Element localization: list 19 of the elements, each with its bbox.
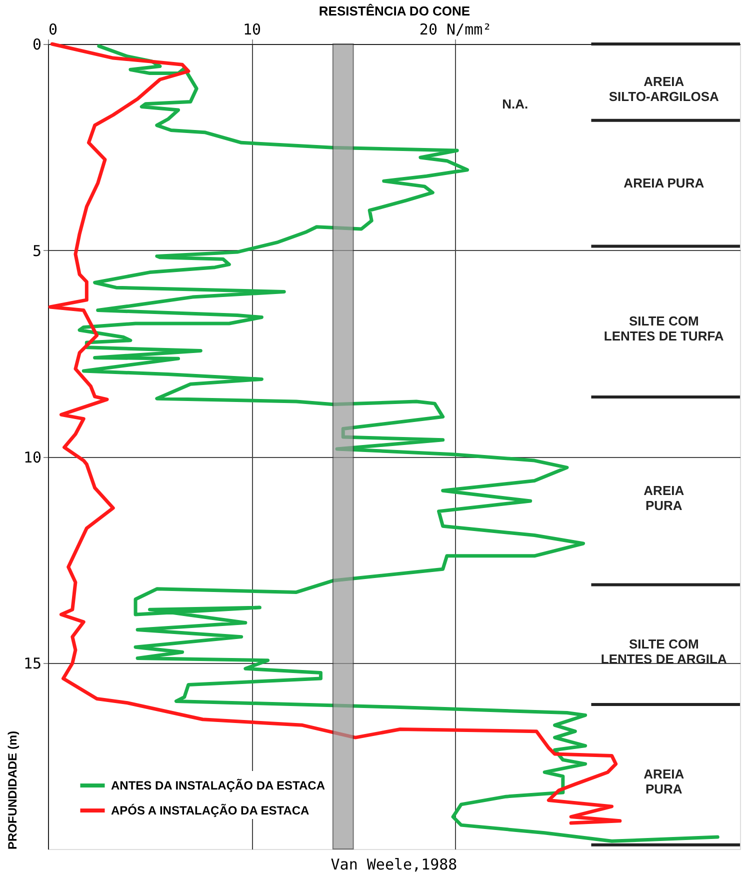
- annotation: SILTE COM LENTES DE TURFA: [604, 314, 724, 344]
- x-tick-label: 0: [48, 20, 58, 38]
- x-axis-title: RESISTÊNCIA DO CONE: [318, 4, 470, 18]
- x-tick-label: 10: [243, 20, 262, 38]
- annotation: AREIA SILTO-ARGILOSA: [608, 74, 720, 104]
- text: Van Weele,1988: [330, 856, 458, 874]
- y-tick-label: 5: [32, 242, 42, 260]
- annotation: N.A.: [502, 96, 528, 112]
- legend-label: APÓS A INSTALAÇÃO DA ESTACA: [111, 804, 310, 818]
- x-tick-label: 20 N/mm²: [419, 20, 492, 38]
- y-axis-title: PROFUNDIDADE (m): [5, 730, 20, 850]
- legend-label: ANTES DA INSTALAÇÃO DA ESTACA: [111, 778, 326, 792]
- y-tick-label: 10: [23, 448, 42, 466]
- annotation: AREIA PURA: [624, 175, 705, 190]
- y-tick-label: 15: [23, 654, 42, 673]
- annotation: AREIA PURA: [644, 482, 685, 513]
- y-tick-label: 0: [32, 36, 42, 54]
- annotation: AREIA PURA: [644, 766, 685, 797]
- annotation: SILTE COM LENTES DE ARGILA: [600, 636, 728, 667]
